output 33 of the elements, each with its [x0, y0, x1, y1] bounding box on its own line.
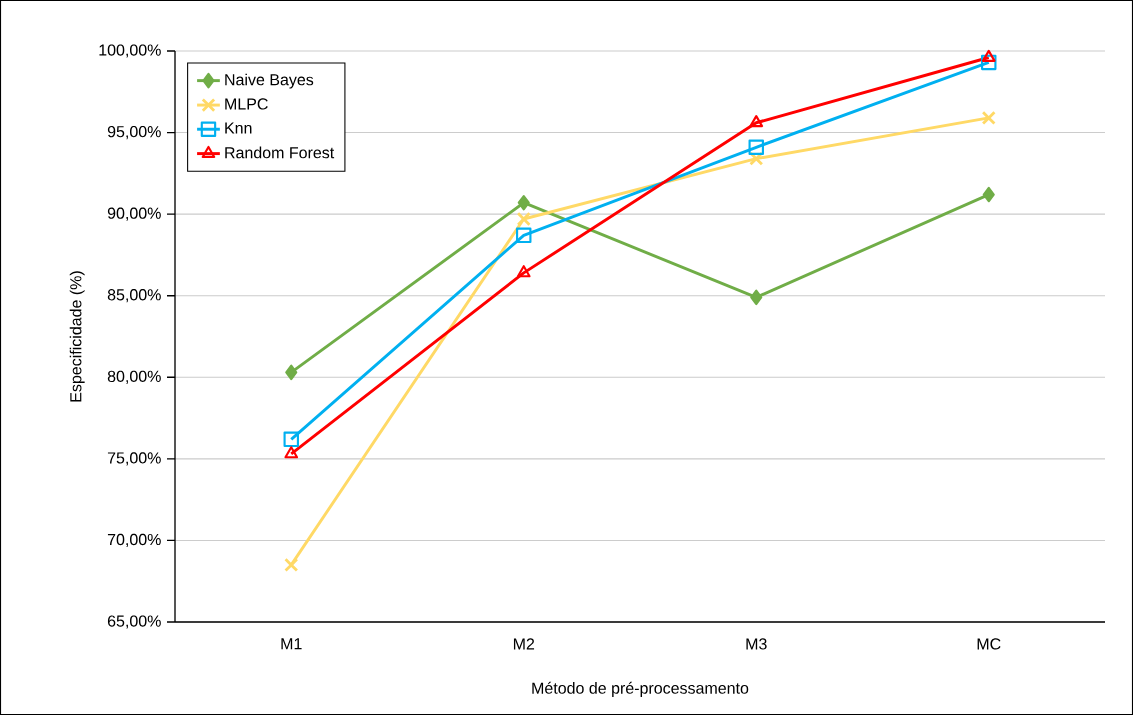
- point: [981, 49, 996, 62]
- y-tick-label: 85,00%: [107, 289, 161, 303]
- point: [982, 186, 995, 203]
- legend-label: Naive Bayes: [225, 73, 314, 89]
- y-tick-label: 80,00%: [107, 370, 161, 384]
- legend-label: Random Forest: [225, 146, 335, 159]
- point: [982, 111, 996, 125]
- legend-label: Knn: [225, 122, 252, 134]
- point: [284, 446, 299, 459]
- point: [517, 194, 530, 211]
- point: [284, 558, 298, 572]
- point: [981, 54, 997, 71]
- legend-label: MLPC: [225, 98, 268, 110]
- y-tick-label: 65,00%: [107, 615, 161, 629]
- point: [283, 431, 299, 448]
- y-tick-label: 90,00%: [107, 207, 161, 221]
- point: [517, 212, 531, 226]
- x-tick-label: M3: [746, 638, 767, 650]
- point: [516, 265, 531, 278]
- x-tick-label: M2: [513, 638, 535, 650]
- y-tick-label: 75,00%: [107, 452, 161, 466]
- point: [748, 139, 764, 155]
- x-tick-label: M1: [281, 638, 302, 650]
- point: [749, 115, 764, 128]
- x-tick-label: MC: [977, 638, 1001, 650]
- x-axis-title: Método de pré-processamento: [532, 681, 749, 697]
- y-tick-label: 70,00%: [107, 533, 161, 548]
- y-tick-label: 95,00%: [107, 125, 161, 140]
- point: [750, 289, 763, 306]
- point: [285, 364, 298, 381]
- y-axis-title: Especificidade (%): [69, 271, 85, 402]
- point: [516, 227, 532, 244]
- y-tick-label: 100,00%: [99, 44, 161, 58]
